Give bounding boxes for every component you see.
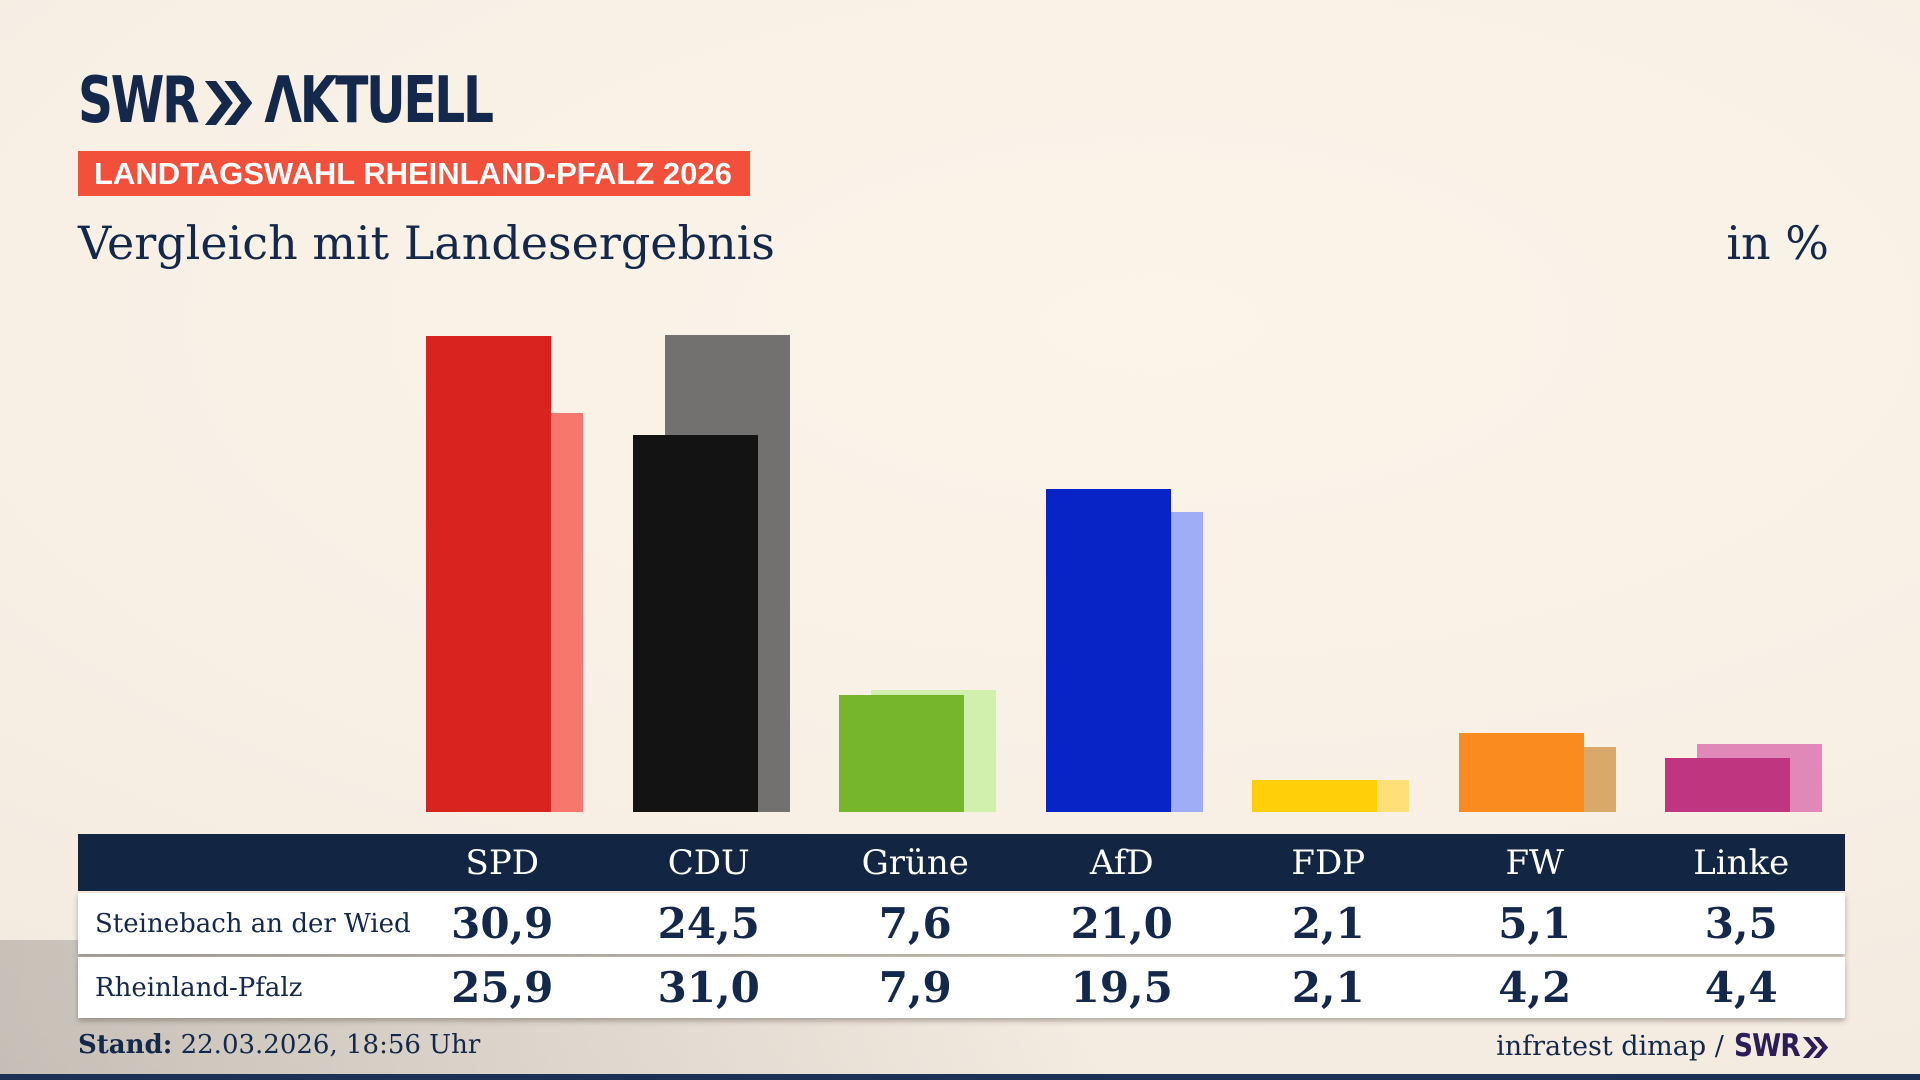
bar-Linke-steinebach bbox=[1665, 758, 1790, 812]
bottom-navy-bar bbox=[0, 1074, 1920, 1080]
unit-label: in % bbox=[1726, 216, 1829, 270]
value-FW-row0: 5,1 bbox=[1498, 899, 1572, 948]
logo-aktuell-text: ΛKTUELL bbox=[264, 64, 494, 138]
row-label-1: Rheinland-Pfalz bbox=[95, 973, 303, 1003]
value-FW-row1: 4,2 bbox=[1498, 963, 1572, 1012]
election-badge: LANDTAGSWAHL RHEINLAND-PFALZ 2026 bbox=[78, 151, 750, 196]
swr-aktuell-logo: SWR ΛKTUELL bbox=[78, 64, 494, 138]
bar-CDU-steinebach bbox=[632, 434, 758, 812]
header-cell-SPD: SPD bbox=[465, 843, 539, 883]
value-SPD-row1: 25,9 bbox=[451, 963, 554, 1012]
header-corner-cell bbox=[78, 834, 399, 892]
double-chevron-icon bbox=[1803, 1036, 1829, 1058]
value-Linke-row1: 4,4 bbox=[1704, 963, 1778, 1012]
table-row-0: Steinebach an der Wied 30,9 24,5 7,6 21,0 2,1… bbox=[78, 893, 1845, 954]
source-text: infratest dimap / bbox=[1496, 1030, 1724, 1062]
value-Grüne-row0: 7,6 bbox=[878, 899, 952, 948]
value-SPD-row0: 30,9 bbox=[451, 899, 554, 948]
value-AfD-row0: 21,0 bbox=[1070, 899, 1173, 948]
table-header-row: SPD CDU Grüne AfD FDP FW Linke bbox=[78, 834, 1845, 891]
header-cell-Linke: Linke bbox=[1693, 843, 1790, 883]
header-cell-CDU: CDU bbox=[667, 843, 750, 883]
header-cell-AfD: AfD bbox=[1089, 843, 1154, 883]
bar-Grüne-steinebach bbox=[839, 694, 964, 812]
header-cell-Grüne: Grüne bbox=[861, 843, 969, 883]
bar-AfD-steinebach bbox=[1045, 488, 1171, 812]
double-chevron-icon bbox=[204, 80, 253, 125]
value-CDU-row0: 24,5 bbox=[657, 899, 760, 948]
value-FDP-row1: 2,1 bbox=[1291, 963, 1365, 1012]
chart-title: Vergleich mit Landesergebnis bbox=[78, 216, 775, 270]
value-Grüne-row1: 7,9 bbox=[878, 963, 952, 1012]
logo-swr-text: SWR bbox=[78, 64, 200, 138]
value-FDP-row0: 2,1 bbox=[1291, 899, 1365, 948]
value-AfD-row1: 19,5 bbox=[1070, 963, 1173, 1012]
value-CDU-row1: 31,0 bbox=[657, 963, 760, 1012]
stand-value: 22.03.2026, 18:56 Uhr bbox=[172, 1030, 481, 1060]
table-row-1: Rheinland-Pfalz 25,9 31,0 7,9 19,5 2,1 4,2 4,4 bbox=[78, 957, 1845, 1018]
source-swr-logo: SWR bbox=[1734, 1028, 1829, 1064]
bar-SPD-steinebach bbox=[426, 336, 551, 812]
header-cell-FW: FW bbox=[1505, 843, 1565, 883]
header-cell-FDP: FDP bbox=[1291, 843, 1366, 883]
bar-FW-steinebach bbox=[1458, 733, 1584, 812]
value-Linke-row0: 3,5 bbox=[1704, 899, 1778, 948]
stand-timestamp: Stand: 22.03.2026, 18:56 Uhr bbox=[78, 1030, 480, 1060]
row-label-0: Steinebach an der Wied bbox=[95, 909, 411, 939]
results-table: SPD CDU Grüne AfD FDP FW Linke Steinebach an d… bbox=[78, 834, 1845, 1018]
bar-FDP-steinebach bbox=[1252, 779, 1377, 812]
stand-label: Stand: bbox=[78, 1030, 173, 1060]
source-credit: infratest dimap / SWR bbox=[1496, 1028, 1845, 1064]
